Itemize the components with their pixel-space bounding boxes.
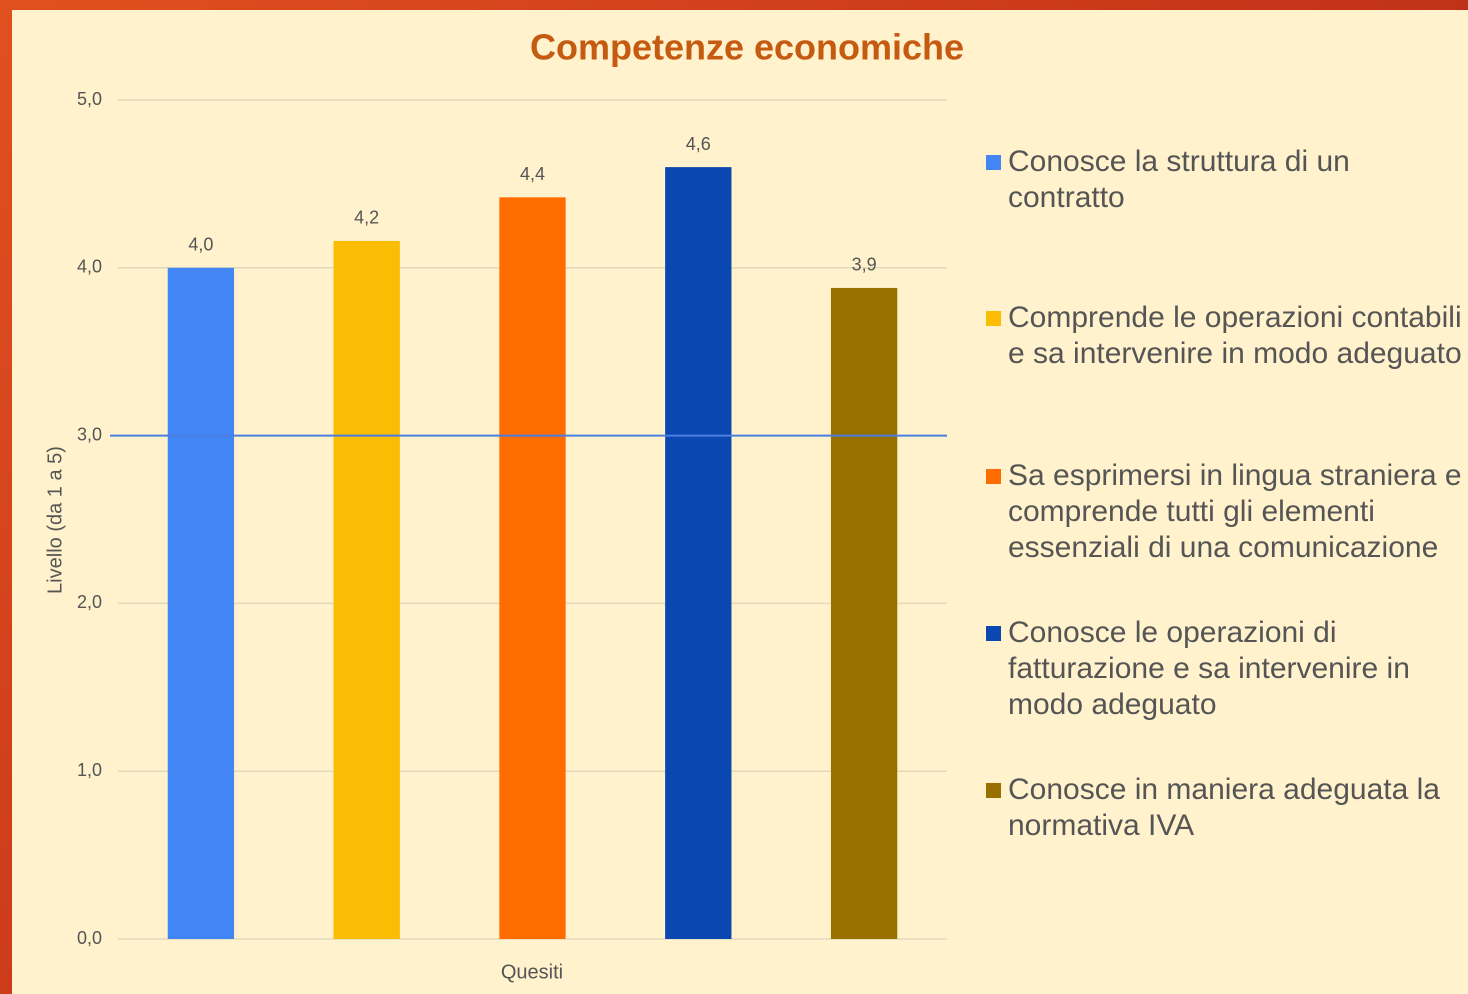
data-label: 4,2 <box>354 208 379 228</box>
legend-item: Conosce la struttura di un contratto <box>986 144 1468 216</box>
data-label: 4,4 <box>520 164 545 184</box>
y-tick-label: 4,0 <box>77 257 102 277</box>
legend-label: Conosce in maniera adeguata la normativa… <box>1008 773 1440 842</box>
y-tick-label: 5,0 <box>77 89 102 109</box>
y-axis-label: Livello (da 1 a 5) <box>44 446 66 594</box>
chart-title: Competenze economiche <box>530 27 964 68</box>
y-tick-label: 0,0 <box>77 928 102 948</box>
legend-item: Comprende le operazioni contabili e sa i… <box>986 300 1468 372</box>
y-tick-label: 3,0 <box>77 424 102 444</box>
legend: Conosce la struttura di un contratto Comp… <box>986 0 1468 994</box>
bar <box>333 240 400 939</box>
bar <box>830 287 898 939</box>
legend-swatch <box>986 311 1001 326</box>
legend-label: Conosce le operazioni di fatturazione e … <box>1008 616 1410 721</box>
chart-panel <box>12 10 1468 994</box>
bar <box>499 197 566 940</box>
legend-item: Sa esprimersi in lingua straniera e comp… <box>986 458 1468 566</box>
bar <box>167 267 235 939</box>
legend-label: Conosce la struttura di un contratto <box>1008 145 1350 214</box>
y-tick-label: 1,0 <box>77 760 102 780</box>
legend-item: Conosce in maniera adeguata la normativa… <box>986 772 1468 844</box>
data-label: 4,6 <box>686 134 711 154</box>
x-axis-label: Quesiti <box>501 961 563 983</box>
bar <box>665 167 732 939</box>
y-tick-label: 2,0 <box>77 592 102 612</box>
legend-swatch <box>986 783 1001 798</box>
legend-label: Comprende le operazioni contabili e sa i… <box>1008 301 1462 370</box>
legend-item: Conosce le operazioni di fatturazione e … <box>986 615 1468 723</box>
data-label: 3,9 <box>852 255 877 275</box>
legend-swatch <box>986 469 1001 484</box>
data-label: 4,0 <box>188 235 213 255</box>
legend-label: Sa esprimersi in lingua straniera e comp… <box>1008 459 1462 564</box>
legend-swatch <box>986 155 1001 170</box>
legend-swatch <box>986 626 1001 641</box>
